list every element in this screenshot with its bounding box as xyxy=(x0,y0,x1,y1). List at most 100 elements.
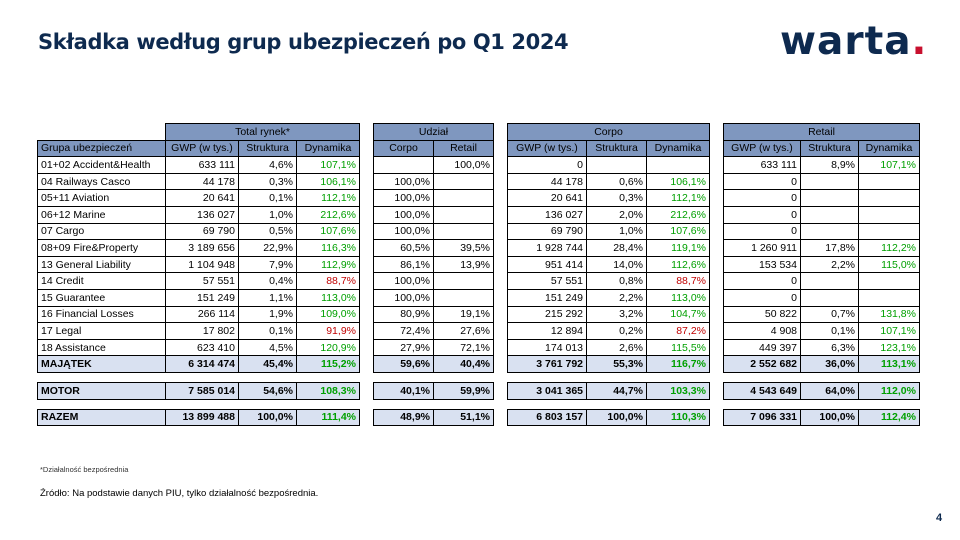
cell-r-str xyxy=(800,222,859,241)
cell-name: 04 Railways Casco xyxy=(37,172,166,191)
cell-r-dyn xyxy=(858,189,920,207)
cell-c-gwp: 3 761 792 xyxy=(507,355,587,373)
cell-r-str xyxy=(800,189,859,207)
cell-u-retail xyxy=(433,205,494,224)
header-share-corpo: Corpo xyxy=(373,139,434,158)
cell-t-str: 4,6% xyxy=(238,156,297,174)
cell-t-str: 45,4% xyxy=(238,355,297,373)
cell-r-dyn xyxy=(858,272,920,290)
cell-t-dyn: 212,6% xyxy=(296,205,360,224)
cell-c-dyn: 103,3% xyxy=(646,381,710,400)
header-corpo-gwp: GWP (w tys.) xyxy=(507,139,587,158)
cell-t-dyn: 107,6% xyxy=(296,222,360,241)
cell-r-dyn: 113,1% xyxy=(858,355,920,373)
cell-u-retail xyxy=(433,189,494,207)
cell-u-retail: 40,4% xyxy=(433,355,494,373)
cell-u-corpo: 48,9% xyxy=(373,408,434,427)
cell-t-gwp: 633 111 xyxy=(165,156,239,174)
cell-c-gwp: 151 249 xyxy=(507,288,587,307)
cell-t-gwp: 69 790 xyxy=(165,222,239,241)
footnote: *Działalność bezpośrednia xyxy=(40,465,129,474)
cell-c-gwp: 12 894 xyxy=(507,322,587,340)
logo-dot: . xyxy=(911,19,928,64)
cell-u-corpo: 100,0% xyxy=(373,272,434,290)
cell-c-dyn: 119,1% xyxy=(646,239,710,257)
cell-t-gwp: 44 178 xyxy=(165,172,239,191)
cell-t-gwp: 13 899 488 xyxy=(165,408,239,427)
cell-c-dyn: 88,7% xyxy=(646,272,710,290)
cell-r-dyn xyxy=(858,222,920,241)
cell-u-corpo: 100,0% xyxy=(373,172,434,191)
cell-name: 15 Guarantee xyxy=(37,288,166,307)
source-note: Źródło: Na podstawie danych PIU, tylko d… xyxy=(40,488,319,499)
page-title: Składka według grup ubezpieczeń po Q1 20… xyxy=(38,30,569,54)
cell-t-str: 0,5% xyxy=(238,222,297,241)
cell-r-str: 100,0% xyxy=(800,408,859,427)
header-group: Grupa ubezpieczeń xyxy=(37,139,166,158)
cell-c-str: 2,0% xyxy=(586,205,647,224)
cell-r-gwp: 1 260 911 xyxy=(723,239,801,257)
cell-name: 17 Legal xyxy=(37,322,166,340)
cell-c-dyn: 106,1% xyxy=(646,172,710,191)
cell-u-retail: 72,1% xyxy=(433,338,494,357)
cell-u-corpo: 27,9% xyxy=(373,338,434,357)
cell-u-corpo: 100,0% xyxy=(373,222,434,241)
cell-c-dyn: 107,6% xyxy=(646,222,710,241)
cell-t-str: 0,1% xyxy=(238,322,297,340)
cell-c-gwp: 20 641 xyxy=(507,189,587,207)
cell-r-dyn: 115,0% xyxy=(858,255,920,274)
cell-r-dyn: 107,1% xyxy=(858,322,920,340)
cell-r-str: 8,9% xyxy=(800,156,859,174)
cell-c-gwp: 69 790 xyxy=(507,222,587,241)
cell-c-gwp: 1 928 744 xyxy=(507,239,587,257)
cell-r-dyn xyxy=(858,205,920,224)
cell-name: MOTOR xyxy=(37,381,166,400)
header-corpo-structure: Struktura xyxy=(586,139,647,158)
cell-c-dyn xyxy=(646,156,710,174)
cell-c-str: 0,6% xyxy=(586,172,647,191)
cell-name: 07 Cargo xyxy=(37,222,166,241)
cell-c-dyn: 112,1% xyxy=(646,189,710,207)
cell-c-str: 3,2% xyxy=(586,305,647,324)
cell-r-dyn: 112,2% xyxy=(858,239,920,257)
cell-t-str: 0,3% xyxy=(238,172,297,191)
cell-r-dyn: 112,4% xyxy=(858,408,920,427)
cell-c-str: 100,0% xyxy=(586,408,647,427)
cell-c-str: 2,6% xyxy=(586,338,647,357)
cell-c-str xyxy=(586,156,647,174)
cell-r-str: 64,0% xyxy=(800,381,859,400)
cell-r-gwp: 50 822 xyxy=(723,305,801,324)
header-retail: Retail xyxy=(723,123,920,141)
cell-c-str: 14,0% xyxy=(586,255,647,274)
cell-c-dyn: 87,2% xyxy=(646,322,710,340)
cell-u-corpo: 60,5% xyxy=(373,239,434,257)
cell-t-dyn: 106,1% xyxy=(296,172,360,191)
cell-c-gwp: 951 414 xyxy=(507,255,587,274)
header-corpo: Corpo xyxy=(507,123,710,141)
cell-c-str: 2,2% xyxy=(586,288,647,307)
cell-r-gwp: 153 534 xyxy=(723,255,801,274)
cell-c-dyn: 212,6% xyxy=(646,205,710,224)
logo-text: warta xyxy=(780,19,912,64)
cell-t-str: 4,5% xyxy=(238,338,297,357)
cell-c-dyn: 116,7% xyxy=(646,355,710,373)
table-row: 17 Legal 17 802 0,1% 91,9% 72,4% 27,6% 12 894 0… xyxy=(37,322,920,340)
cell-t-gwp: 6 314 474 xyxy=(165,355,239,373)
table-row: 01+02 Accident&Health 633 111 4,6% 107,1% 10… xyxy=(37,156,920,174)
header-row-groups: Total rynek* Udział Corpo Retail xyxy=(38,123,920,141)
cell-u-corpo xyxy=(373,156,434,174)
summary-row-razem: RAZEM 13 899 488 100,0% 111,4% 48,9% 51,1% 6 8… xyxy=(37,408,920,427)
header-retail-dynamics: Dynamika xyxy=(858,139,920,158)
page-number: 4 xyxy=(936,512,943,524)
cell-u-corpo: 72,4% xyxy=(373,322,434,340)
cell-r-str xyxy=(800,288,859,307)
cell-r-gwp: 0 xyxy=(723,205,801,224)
cell-c-str: 28,4% xyxy=(586,239,647,257)
cell-c-str: 0,3% xyxy=(586,189,647,207)
cell-u-retail: 51,1% xyxy=(433,408,494,427)
cell-t-gwp: 3 189 656 xyxy=(165,239,239,257)
table-row: 04 Railways Casco 44 178 0,3% 106,1% 100,0% 4… xyxy=(37,172,920,191)
cell-c-str: 1,0% xyxy=(586,222,647,241)
cell-r-dyn xyxy=(858,172,920,191)
cell-t-str: 54,6% xyxy=(238,381,297,400)
